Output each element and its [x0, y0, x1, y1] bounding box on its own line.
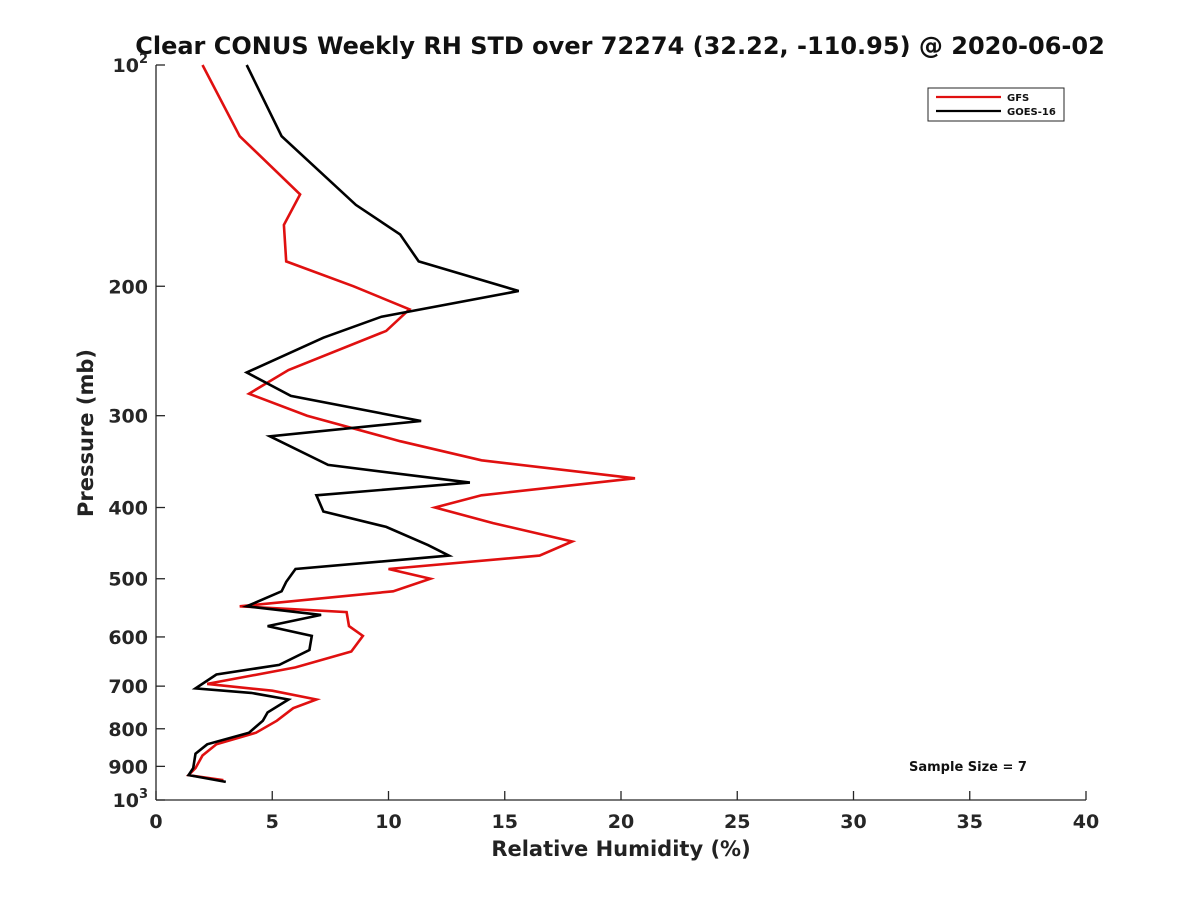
- series-line-goes16: [186, 64, 520, 784]
- x-tick-label: 30: [840, 811, 866, 833]
- y-ticks: 102 200 300 400 500 600 700 800 900 103: [108, 52, 165, 812]
- sample-size-annotation: Sample Size = 7: [909, 760, 1027, 775]
- series-layer: [185, 64, 636, 784]
- x-tick-label: 35: [957, 811, 983, 833]
- y-tick-label: 103: [113, 787, 149, 812]
- y-tick-label: 700: [108, 676, 148, 698]
- y-tick-label: 400: [108, 498, 148, 520]
- x-tick-label: 40: [1073, 811, 1099, 833]
- x-tick-label: 5: [266, 811, 279, 833]
- x-ticks: 0 5 10 15 20 25 30 35 40: [149, 791, 1099, 833]
- x-axis-label: Relative Humidity (%): [491, 837, 750, 861]
- chart-title: Clear CONUS Weekly RH STD over 72274 (32…: [135, 32, 1105, 60]
- series-line-gfs: [185, 64, 636, 782]
- x-tick-label: 15: [492, 811, 518, 833]
- legend-box: [927, 87, 1065, 122]
- y-tick-label: 600: [108, 627, 148, 649]
- y-tick-label: 300: [108, 406, 148, 428]
- legend-label-gfs: GFS: [1007, 93, 1029, 104]
- x-tick-label: 0: [149, 811, 162, 833]
- y-tick-label: 900: [108, 756, 148, 778]
- y-tick-label: 200: [108, 276, 148, 298]
- y-tick-label: 102: [113, 52, 149, 77]
- x-tick-label: 10: [375, 811, 401, 833]
- y-tick-label: 500: [108, 569, 148, 591]
- legend: GFS GOES-16: [927, 87, 1065, 122]
- y-axis-label: Pressure (mb): [74, 349, 98, 517]
- legend-label-goes16: GOES-16: [1007, 107, 1056, 118]
- x-tick-label: 25: [724, 811, 750, 833]
- x-tick-label: 20: [608, 811, 634, 833]
- y-tick-label: 800: [108, 719, 148, 741]
